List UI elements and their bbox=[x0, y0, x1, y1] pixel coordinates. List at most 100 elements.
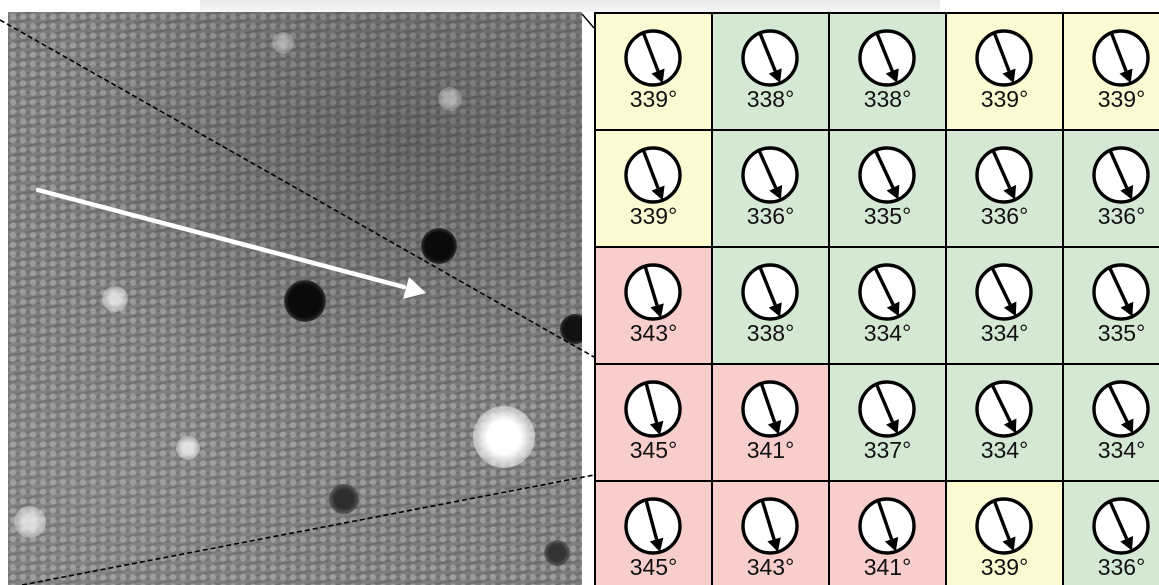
direction-dial-icon bbox=[624, 380, 682, 438]
direction-dial-icon bbox=[975, 497, 1033, 555]
direction-dial-icon bbox=[624, 263, 682, 321]
angle-label: 334° bbox=[980, 320, 1029, 346]
angle-label: 339° bbox=[980, 86, 1029, 112]
grid-cell: 335° bbox=[828, 129, 947, 248]
grid-cell: 345° bbox=[594, 363, 713, 482]
grid-cell: 334° bbox=[945, 363, 1064, 482]
angle-label: 335° bbox=[1097, 320, 1146, 346]
direction-dial-icon bbox=[975, 380, 1033, 438]
grid-cell: 343° bbox=[711, 480, 830, 585]
grid-cell: 339° bbox=[945, 480, 1064, 585]
grid-cell: 339° bbox=[594, 129, 713, 248]
direction-dial-icon bbox=[1092, 263, 1150, 321]
angle-label: 339° bbox=[629, 203, 678, 229]
orientation-grid: 339° 338° 338° 339° 339° 339° 336° 335° 336° 336°… bbox=[594, 12, 1159, 585]
bright-spot bbox=[272, 32, 294, 54]
grid-cell: 338° bbox=[828, 12, 947, 131]
bright-spot bbox=[438, 87, 462, 111]
angle-label: 345° bbox=[629, 554, 678, 580]
grid-cell: 334° bbox=[945, 246, 1064, 365]
angle-label: 337° bbox=[863, 437, 912, 463]
direction-dial-icon bbox=[741, 146, 799, 204]
direction-dial-icon bbox=[624, 146, 682, 204]
grid-cell: 335° bbox=[1062, 246, 1159, 365]
direction-dial-icon bbox=[741, 29, 799, 87]
bright-spot bbox=[102, 286, 128, 312]
angle-label: 336° bbox=[1097, 554, 1146, 580]
micrograph-image bbox=[8, 12, 582, 585]
zoom-line-lower bbox=[21, 474, 595, 585]
grid-cell: 339° bbox=[945, 12, 1064, 131]
bright-spot bbox=[176, 436, 200, 460]
zoom-line-upper bbox=[0, 19, 595, 358]
angle-label: 336° bbox=[746, 203, 795, 229]
grid-cell: 337° bbox=[828, 363, 947, 482]
grid-cell: 336° bbox=[1062, 129, 1159, 248]
grid-cell: 334° bbox=[828, 246, 947, 365]
direction-dial-icon bbox=[858, 380, 916, 438]
zoom-line-top-corner bbox=[581, 13, 595, 29]
angle-label: 339° bbox=[629, 86, 678, 112]
grid-row: 343° 338° 334° 334° 335° bbox=[594, 246, 1159, 365]
grid-row: 339° 338° 338° 339° 339° bbox=[594, 12, 1159, 131]
angle-label: 334° bbox=[980, 437, 1029, 463]
angle-label: 341° bbox=[746, 437, 795, 463]
direction-dial-icon bbox=[858, 263, 916, 321]
grid-cell: 341° bbox=[711, 363, 830, 482]
direction-dial-icon bbox=[1092, 146, 1150, 204]
direction-dial-icon bbox=[741, 497, 799, 555]
dark-spot bbox=[421, 228, 457, 264]
grid-cell: 343° bbox=[594, 246, 713, 365]
grid-cell: 339° bbox=[594, 12, 713, 131]
grid-cell: 338° bbox=[711, 246, 830, 365]
direction-dial-icon bbox=[741, 263, 799, 321]
grid-cell: 345° bbox=[594, 480, 713, 585]
angle-label: 343° bbox=[629, 320, 678, 346]
orientation-table: 339° 338° 338° 339° 339° 339° 336° 335° 336° 336°… bbox=[594, 12, 1159, 585]
direction-dial-icon bbox=[858, 146, 916, 204]
grid-cell: 338° bbox=[711, 12, 830, 131]
direction-dial-icon bbox=[975, 29, 1033, 87]
grid-cell: 339° bbox=[1062, 12, 1159, 131]
angle-label: 334° bbox=[863, 320, 912, 346]
direction-dial-icon bbox=[858, 497, 916, 555]
dark-spot bbox=[560, 314, 582, 344]
angle-label: 338° bbox=[746, 86, 795, 112]
orientation-arrow-icon bbox=[35, 187, 426, 299]
dark-spot bbox=[284, 280, 326, 322]
grid-cell: 341° bbox=[828, 480, 947, 585]
direction-dial-icon bbox=[975, 263, 1033, 321]
bright-spot bbox=[473, 406, 535, 468]
dark-spot bbox=[544, 540, 570, 566]
grid-cell: 336° bbox=[711, 129, 830, 248]
angle-label: 345° bbox=[629, 437, 678, 463]
angle-label: 339° bbox=[1097, 86, 1146, 112]
angle-label: 334° bbox=[1097, 437, 1146, 463]
direction-dial-icon bbox=[975, 146, 1033, 204]
grid-row: 345° 341° 337° 334° 334° bbox=[594, 363, 1159, 482]
angle-label: 343° bbox=[746, 554, 795, 580]
direction-dial-icon bbox=[624, 497, 682, 555]
bright-spot bbox=[14, 506, 46, 538]
grid-cell: 334° bbox=[1062, 363, 1159, 482]
angle-label: 335° bbox=[863, 203, 912, 229]
direction-dial-icon bbox=[1092, 29, 1150, 87]
angle-label: 339° bbox=[980, 554, 1029, 580]
angle-label: 336° bbox=[1097, 203, 1146, 229]
grid-cell: 336° bbox=[945, 129, 1064, 248]
top-strip bbox=[200, 0, 940, 12]
direction-dial-icon bbox=[1092, 497, 1150, 555]
direction-dial-icon bbox=[858, 29, 916, 87]
angle-label: 338° bbox=[746, 320, 795, 346]
angle-label: 341° bbox=[863, 554, 912, 580]
angle-label: 336° bbox=[980, 203, 1029, 229]
dark-spot bbox=[329, 484, 359, 514]
angle-label: 338° bbox=[863, 86, 912, 112]
direction-dial-icon bbox=[1092, 380, 1150, 438]
direction-dial-icon bbox=[624, 29, 682, 87]
grid-cell: 336° bbox=[1062, 480, 1159, 585]
grid-row: 345° 343° 341° 339° 336° bbox=[594, 480, 1159, 585]
direction-dial-icon bbox=[741, 380, 799, 438]
